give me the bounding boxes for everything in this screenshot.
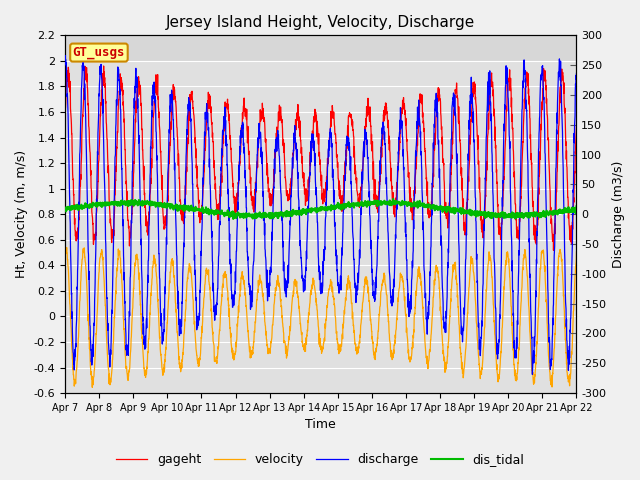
Y-axis label: Discharge (m3/s): Discharge (m3/s) bbox=[612, 160, 625, 268]
Line: gageht: gageht bbox=[65, 66, 577, 250]
dis_tidal bbox=[204, 210, 211, 216]
velocity bbox=[63, 245, 70, 251]
velocity bbox=[204, 269, 212, 275]
discharge bbox=[527, 332, 535, 338]
discharge bbox=[204, 118, 212, 124]
dis_tidal bbox=[573, 204, 580, 209]
gageht bbox=[527, 161, 535, 167]
discharge bbox=[469, 120, 477, 126]
velocity bbox=[88, 384, 96, 390]
dis_tidal bbox=[389, 196, 397, 202]
discharge bbox=[529, 372, 536, 377]
X-axis label: Time: Time bbox=[305, 419, 336, 432]
velocity bbox=[61, 251, 69, 257]
Bar bbox=[65, 36, 577, 61]
dis_tidal bbox=[528, 212, 536, 218]
Legend: gageht, velocity, discharge, dis_tidal: gageht, velocity, discharge, dis_tidal bbox=[111, 448, 529, 471]
gageht bbox=[573, 124, 580, 130]
gageht bbox=[347, 111, 355, 117]
velocity bbox=[347, 287, 355, 292]
dis_tidal bbox=[229, 216, 237, 222]
gageht bbox=[204, 98, 212, 104]
dis_tidal bbox=[347, 202, 355, 207]
dis_tidal bbox=[542, 211, 550, 217]
Line: discharge: discharge bbox=[65, 56, 577, 374]
Line: velocity: velocity bbox=[65, 248, 577, 387]
discharge bbox=[61, 53, 69, 59]
Text: GT_usgs: GT_usgs bbox=[73, 46, 125, 59]
dis_tidal bbox=[335, 205, 343, 211]
velocity bbox=[470, 269, 477, 275]
velocity bbox=[528, 367, 536, 373]
discharge bbox=[347, 160, 355, 166]
Y-axis label: Ht, Velocity (m, m/s): Ht, Velocity (m, m/s) bbox=[15, 150, 28, 278]
gageht bbox=[100, 63, 108, 69]
discharge bbox=[542, 192, 550, 198]
discharge bbox=[573, 71, 580, 76]
dis_tidal bbox=[470, 212, 477, 217]
discharge bbox=[61, 57, 69, 63]
dis_tidal bbox=[61, 208, 69, 214]
gageht bbox=[550, 247, 557, 253]
discharge bbox=[335, 290, 343, 296]
Line: dis_tidal: dis_tidal bbox=[65, 199, 577, 219]
velocity bbox=[336, 348, 344, 354]
velocity bbox=[573, 249, 580, 255]
Title: Jersey Island Height, Velocity, Discharge: Jersey Island Height, Velocity, Discharg… bbox=[166, 15, 476, 30]
gageht bbox=[61, 115, 69, 121]
velocity bbox=[542, 292, 550, 298]
gageht bbox=[542, 77, 550, 83]
gageht bbox=[469, 80, 477, 85]
gageht bbox=[335, 193, 343, 199]
